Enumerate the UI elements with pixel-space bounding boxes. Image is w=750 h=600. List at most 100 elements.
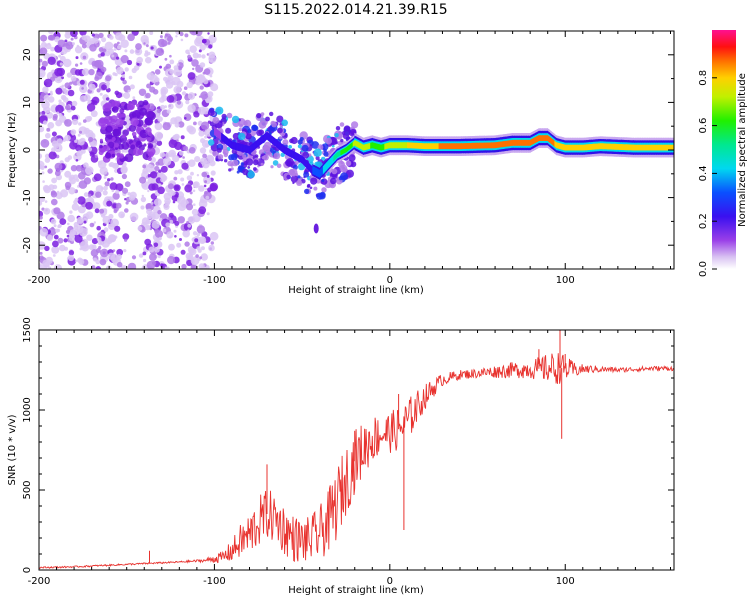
spectrogram-noise-blob xyxy=(98,32,104,39)
spectrogram-noise-blob xyxy=(137,226,143,231)
spectrogram-noise-blob xyxy=(111,153,116,158)
spectrogram-signal-blob xyxy=(265,116,270,122)
spectrogram-noise-blob xyxy=(117,41,120,45)
spectrogram-noise-blob xyxy=(70,75,77,82)
spectrogram-signal-blob xyxy=(217,154,224,160)
spectrogram-noise-blob xyxy=(157,255,161,259)
spectrogram-noise-blob xyxy=(39,62,42,66)
spectrogram-noise-blob xyxy=(192,182,198,188)
spectrogram-noise-blob xyxy=(58,223,62,228)
spectrogram-noise-blob xyxy=(147,163,152,168)
spectrogram-noise-blob xyxy=(111,54,115,58)
spectrogram-signal-blob xyxy=(216,147,222,153)
spectrogram-noise-blob xyxy=(141,194,144,198)
spectrogram-noise-blob xyxy=(51,198,58,206)
spectrogram-noise-blob xyxy=(142,100,149,106)
spectrogram-noise-blob xyxy=(200,253,208,261)
spectrogram-noise-blob xyxy=(187,229,190,232)
spectrogram-noise-blob xyxy=(64,119,72,127)
spectrogram-noise-blob xyxy=(71,100,78,107)
spectrogram-noise-blob xyxy=(47,122,55,129)
spectrogram-signal-blob xyxy=(258,120,267,129)
spectrogram-signal-blob xyxy=(210,143,219,152)
snr-x-tick-label: -100 xyxy=(203,576,226,587)
spectrogram-noise-blob xyxy=(115,202,122,209)
spectrogram-signal-blob xyxy=(247,170,255,179)
spectrogram-noise-blob xyxy=(115,147,118,150)
spectrogram-signal-blob xyxy=(313,223,319,234)
spectrogram-noise-blob xyxy=(64,181,72,189)
spectrogram-x-axis: -200 -100 0 100 xyxy=(28,31,671,286)
spectrogram-noise-blob xyxy=(91,33,95,37)
spectrogram-noise-blob xyxy=(85,201,93,210)
spectrogram-noise-blob xyxy=(153,242,159,248)
spectrogram-noise-blob xyxy=(42,180,45,183)
spectrogram-noise-blob xyxy=(55,104,64,114)
spectrogram-noise-blob xyxy=(162,122,171,131)
spectrogram-noise-blob xyxy=(189,45,197,53)
spectrogram-noise-blob xyxy=(150,46,154,50)
spectrogram-noise-blob xyxy=(129,111,137,119)
spectrogram-noise-blob xyxy=(203,68,211,75)
spectrogram-noise-blob xyxy=(157,210,162,215)
spectrogram-noise-blob xyxy=(83,220,87,224)
snr-y-axis-label: SNR (10 * v/v) xyxy=(7,414,18,485)
spectrogram-noise-blob xyxy=(58,99,62,103)
spectrogram-noise-blob xyxy=(48,227,57,236)
spectrogram-noise-blob xyxy=(50,90,53,94)
spectrogram-signal-blob xyxy=(263,144,268,149)
spectrogram-noise-blob xyxy=(69,210,73,214)
spectrogram-noise-blob xyxy=(103,145,110,152)
spectrogram-signal-blob xyxy=(320,178,328,185)
spectrogram-noise-blob xyxy=(149,74,159,84)
spectrogram-data xyxy=(39,31,674,269)
spectrogram-x-tick-label: -200 xyxy=(28,275,51,286)
spectrogram-signal-blob xyxy=(252,159,259,166)
spectrogram-noise-blob xyxy=(121,134,126,139)
spectrogram-noise-blob xyxy=(189,31,199,36)
spectrogram-noise-blob xyxy=(162,157,172,166)
spectrogram-noise-blob xyxy=(164,33,168,37)
spectrogram-noise-blob xyxy=(208,51,216,59)
spectrogram-noise-blob xyxy=(181,162,189,170)
spectrogram-noise-blob xyxy=(59,244,66,252)
spectrogram-noise-blob xyxy=(39,200,43,206)
spectrogram-noise-blob xyxy=(137,100,145,108)
spectrogram-noise-blob xyxy=(121,142,130,150)
spectrogram-signal-blob xyxy=(256,129,263,136)
spectrogram-signal-blob xyxy=(221,113,227,119)
spectrogram-signal-blob xyxy=(279,136,283,140)
spectrogram-noise-blob xyxy=(198,185,205,192)
spectrogram-noise-blob xyxy=(43,207,51,215)
spectrogram-noise-blob xyxy=(116,66,124,75)
spectrogram-signal-blob xyxy=(231,159,239,167)
spectrogram-noise-blob xyxy=(136,62,140,66)
spectrogram-noise-blob xyxy=(74,234,83,243)
spectrogram-noise-blob xyxy=(124,181,131,188)
spectrogram-noise-blob xyxy=(79,79,85,85)
spectrogram-noise-blob xyxy=(158,236,162,241)
spectrogram-noise-blob xyxy=(169,219,174,224)
spectrogram-noise-blob xyxy=(83,119,87,123)
spectrogram-noise-blob xyxy=(146,44,149,48)
spectrogram-noise-blob xyxy=(189,191,193,195)
spectrogram-noise-blob xyxy=(201,54,206,59)
spectrogram-noise-blob xyxy=(177,216,185,224)
spectrogram-noise-blob xyxy=(168,243,175,251)
spectrogram-noise-blob xyxy=(50,191,58,198)
spectrogram-noise-blob xyxy=(99,144,103,149)
spectrogram-noise-blob xyxy=(112,131,118,136)
spectrogram-noise-blob xyxy=(174,122,180,128)
spectrogram-signal-blob xyxy=(282,139,289,146)
spectrogram-noise-blob xyxy=(86,103,96,112)
spectrogram-noise-blob xyxy=(39,215,43,220)
spectrogram-noise-blob xyxy=(41,41,47,48)
spectrogram-noise-blob xyxy=(39,73,43,76)
spectrogram-noise-blob xyxy=(47,56,56,65)
spectrogram-noise-blob xyxy=(129,49,135,54)
spectrogram-noise-blob xyxy=(109,35,114,40)
spectrogram-noise-blob xyxy=(146,110,155,120)
spectrogram-noise-blob xyxy=(47,34,54,41)
